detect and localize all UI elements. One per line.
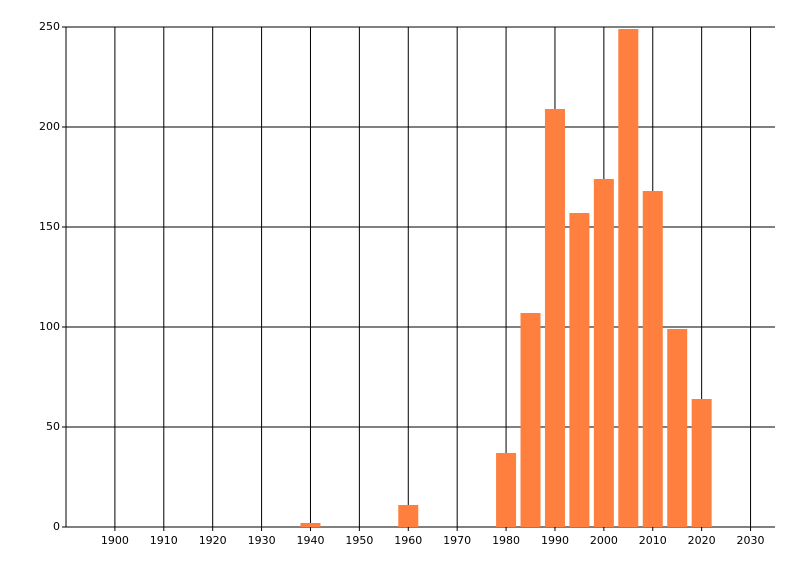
- y-tick-label: 200: [39, 120, 60, 133]
- x-tick-label: 2010: [639, 534, 667, 547]
- y-tick-label: 50: [46, 420, 60, 433]
- y-tick-label: 100: [39, 320, 60, 333]
- x-tick-label: 2030: [737, 534, 765, 547]
- x-tick-label: 1970: [443, 534, 471, 547]
- y-tick-label: 250: [39, 20, 60, 33]
- bar: [569, 213, 590, 527]
- x-tick-label: 1930: [248, 534, 276, 547]
- bar: [496, 453, 517, 527]
- x-tick-label: 1960: [394, 534, 422, 547]
- x-tick-label: 1980: [492, 534, 520, 547]
- x-tick-label: 1920: [199, 534, 227, 547]
- y-tick-label: 150: [39, 220, 60, 233]
- bar: [618, 29, 639, 527]
- bar: [667, 329, 688, 527]
- bar: [300, 523, 321, 527]
- x-tick-label: 1990: [541, 534, 569, 547]
- bar: [593, 179, 614, 527]
- x-tick-label: 2020: [688, 534, 716, 547]
- bar: [691, 399, 712, 527]
- bar: [520, 313, 541, 527]
- y-tick-label: 0: [53, 520, 60, 533]
- bar: [398, 505, 419, 527]
- x-tick-label: 2000: [590, 534, 618, 547]
- bar: [642, 191, 663, 527]
- x-tick-label: 1910: [150, 534, 178, 547]
- x-tick-label: 1950: [345, 534, 373, 547]
- bar: [544, 109, 565, 527]
- x-tick-label: 1900: [101, 534, 129, 547]
- x-tick-label: 1940: [296, 534, 324, 547]
